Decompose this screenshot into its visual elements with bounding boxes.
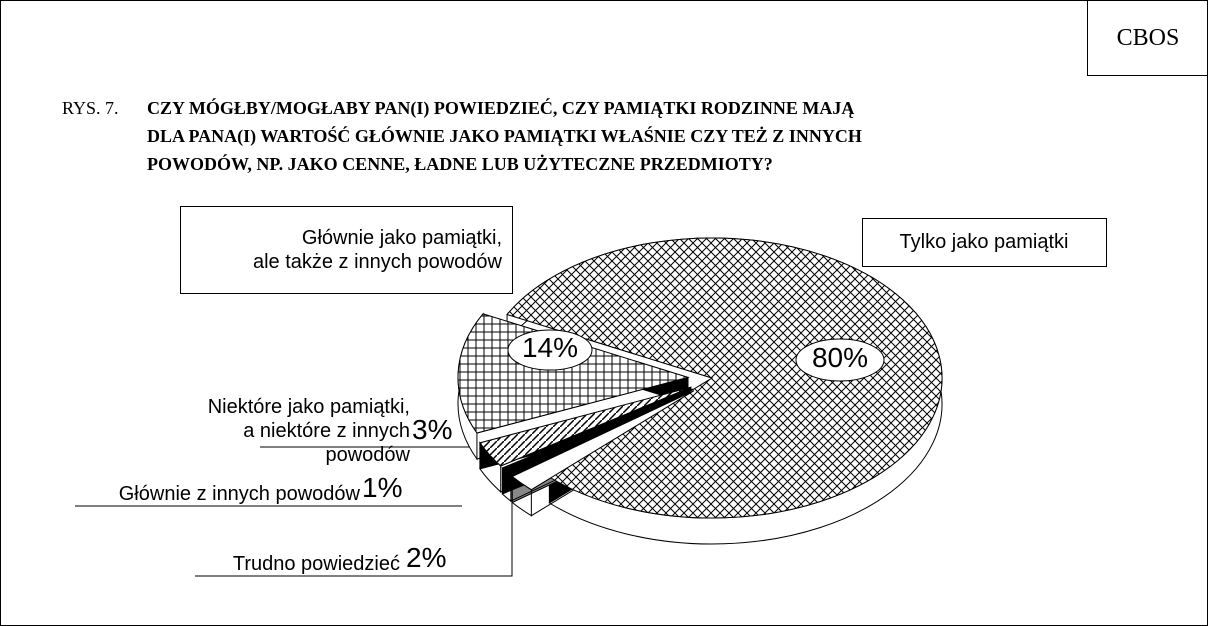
category-label: Niektóre jako pamiątki, a niektóre z inn… [207, 396, 410, 466]
value-label: 3% [412, 414, 453, 445]
category-label: Głównie jako pamiątki, ale także z innyc… [252, 227, 502, 273]
labels-decor [75, 206, 1107, 577]
category-label: Trudno powiedzieć [232, 553, 400, 575]
corner-box [1087, 0, 1208, 76]
slice [501, 388, 693, 476]
value-label: 1% [362, 472, 403, 503]
figure-number: RYS. 7. [62, 98, 119, 118]
pie [457, 237, 943, 545]
chart-title: CZY MÓGŁBY/MOGŁABY PAN(I) POWIEDZIEĆ, CZ… [147, 98, 862, 174]
category-label: Tylko jako pamiątki [899, 231, 1069, 253]
value-label: 2% [406, 542, 447, 573]
value-ellipse [795, 338, 885, 382]
slice [511, 390, 695, 491]
label-box [180, 206, 513, 294]
value-label: 14% [521, 332, 579, 363]
leader-line [195, 488, 513, 577]
value-label: 80% [811, 342, 869, 373]
label-box [862, 218, 1107, 267]
slice [479, 386, 692, 467]
source: CBOS [1116, 25, 1180, 51]
slice [506, 237, 943, 519]
value-ellipse [507, 329, 593, 371]
category-label: Głównie z innych powodów [118, 483, 360, 505]
